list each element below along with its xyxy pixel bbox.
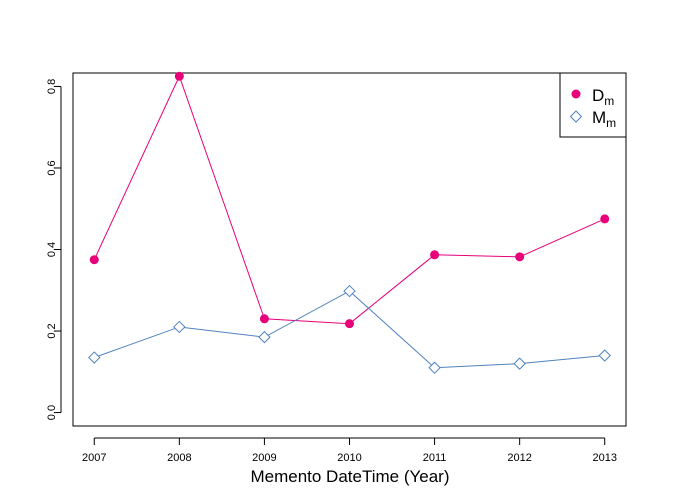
series-d [89, 71, 610, 329]
data-point [89, 255, 99, 265]
x-tick-label: 2008 [167, 452, 191, 464]
legend-label-d-sub: m [604, 94, 614, 108]
data-point [88, 351, 101, 364]
legend-marker-m [569, 110, 583, 123]
x-tick-label: 2010 [337, 452, 361, 464]
data-point [513, 357, 526, 370]
legend: Dm Mm [559, 72, 627, 138]
legend-entry-m: Mm [569, 108, 616, 130]
data-point [345, 319, 354, 329]
legend-marker-d [571, 89, 581, 99]
legend-entry-d: Dm [571, 86, 614, 108]
data-point [598, 349, 611, 362]
legend-label-d-main: D [592, 86, 604, 105]
data-point [343, 284, 356, 298]
legend-box [559, 72, 627, 138]
y-tick-label: 0.8 [46, 79, 58, 94]
legend-label-m-main: M [592, 108, 606, 127]
data-point [173, 320, 186, 334]
data-point [428, 361, 441, 374]
data-point [259, 314, 269, 324]
series-line [94, 290, 605, 369]
y-tick-label: 0.0 [46, 405, 58, 420]
y-tick-label: 0.2 [46, 323, 58, 338]
data-point [515, 252, 525, 262]
x-tick-label: 2009 [252, 452, 276, 464]
y-tick-label: 0.4 [46, 242, 58, 257]
series-m [88, 284, 611, 374]
data-point [600, 214, 610, 224]
x-axis: 2007 2008 2009 2010 2011 2012 2013 [82, 437, 617, 464]
plot-frame [72, 72, 627, 427]
y-axis: 0.0 0.2 0.4 0.6 0.8 [46, 79, 62, 420]
y-tick-label: 0.6 [46, 160, 58, 175]
x-axis-title: Memento DateTime (Year) [250, 467, 449, 486]
data-point [174, 71, 184, 81]
x-tick-label: 2012 [507, 452, 531, 464]
legend-label-m: Mm [592, 108, 616, 130]
data-point [430, 250, 440, 260]
legend-label-m-sub: m [606, 116, 616, 130]
data-point [258, 330, 271, 344]
series-layer [88, 71, 611, 374]
legend-label-d: Dm [592, 86, 614, 108]
x-tick-label: 2011 [423, 452, 447, 464]
x-tick-label: 2013 [592, 452, 616, 464]
x-tick-label: 2007 [82, 452, 106, 464]
